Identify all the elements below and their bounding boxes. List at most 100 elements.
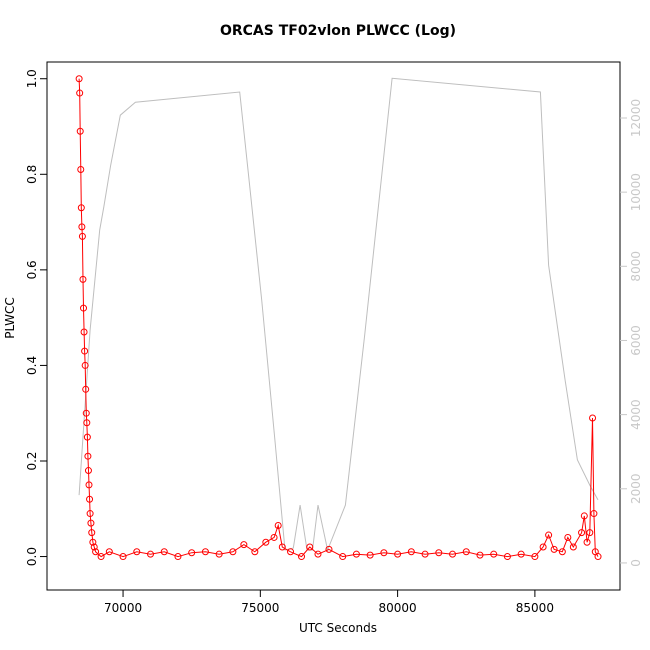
data-point [476, 551, 484, 559]
data-point [287, 548, 295, 556]
data-point [81, 361, 89, 369]
y2-tick-label: 8000 [629, 251, 643, 282]
data-point [569, 543, 577, 551]
y-axis-label: PLWCC [3, 297, 17, 338]
data-point [558, 548, 566, 556]
y-tick-label: 0.8 [25, 165, 39, 184]
data-point [77, 166, 85, 174]
data-point [119, 553, 127, 561]
data-point [421, 550, 429, 558]
data-point [407, 548, 415, 556]
data-point [314, 550, 322, 558]
data-point [80, 304, 88, 312]
data-point [90, 543, 98, 551]
data-point [490, 550, 498, 558]
data-point [86, 495, 94, 503]
data-point [352, 550, 360, 558]
data-point [539, 543, 547, 551]
data-point [215, 550, 223, 558]
data-point [201, 548, 209, 556]
data-point [89, 538, 97, 546]
data-point [86, 510, 94, 518]
data-point [251, 548, 259, 556]
data-point [545, 531, 553, 539]
data-point [82, 385, 90, 393]
data-point [133, 548, 141, 556]
data-point [188, 549, 196, 557]
y-tick-label: 1.0 [25, 69, 39, 88]
y2-tick-label: 0 [629, 559, 643, 567]
data-point [229, 548, 237, 556]
data-point [84, 467, 92, 475]
data-point [274, 521, 282, 529]
x-tick-label: 70000 [104, 601, 142, 615]
data-point [87, 519, 95, 527]
data-point [590, 510, 598, 518]
data-point [503, 553, 511, 561]
plot-box [46, 61, 621, 591]
data-point [75, 75, 83, 83]
y2-tick-label: 10000 [629, 173, 643, 211]
data-point [84, 452, 92, 460]
y-tick-label: 0.0 [25, 547, 39, 566]
data-point [366, 551, 374, 559]
data-point [240, 541, 248, 549]
x-tick-label: 75000 [241, 601, 279, 615]
y2-tick-label: 2000 [629, 474, 643, 505]
y-tick-label: 0.4 [25, 356, 39, 375]
data-point [78, 223, 86, 231]
y2-tick-label: 6000 [629, 325, 643, 356]
data-point [105, 548, 113, 556]
data-point [81, 347, 89, 355]
data-point [83, 433, 91, 441]
data-point [78, 232, 86, 240]
x-tick-label: 80000 [379, 601, 417, 615]
data-point [550, 545, 558, 553]
data-point [462, 548, 470, 556]
y2-tick-label: 12000 [629, 99, 643, 137]
data-point [160, 548, 168, 556]
data-point [298, 553, 306, 561]
data-point [580, 512, 588, 520]
data-point [77, 204, 85, 212]
chart-title: ORCAS TF02vlon PLWCC (Log) [220, 23, 456, 39]
data-point [262, 538, 270, 546]
data-point [174, 553, 182, 561]
data-point [394, 550, 402, 558]
data-point [82, 409, 90, 417]
data-point [80, 328, 88, 336]
data-point [586, 529, 594, 537]
data-point [147, 550, 155, 558]
data-point [531, 553, 539, 561]
data-point [339, 553, 347, 561]
x-axis-label: UTC Seconds [299, 621, 377, 635]
data-point [589, 414, 597, 422]
data-point [517, 550, 525, 558]
data-point [88, 529, 96, 537]
data-point [594, 553, 602, 561]
data-point [76, 127, 84, 135]
data-point [270, 533, 278, 541]
data-point [79, 275, 87, 283]
data-point [583, 538, 591, 546]
y2-tick-label: 4000 [629, 399, 643, 430]
y-tick-label: 0.2 [25, 451, 39, 470]
data-point [306, 543, 314, 551]
x-tick-label: 85000 [516, 601, 554, 615]
data-point [564, 533, 572, 541]
data-point [578, 529, 586, 537]
data-point [380, 549, 388, 557]
data-point [449, 550, 457, 558]
data-point [278, 543, 286, 551]
data-point [97, 553, 105, 561]
data-point [435, 549, 443, 557]
data-point [92, 548, 100, 556]
y-tick-label: 0.6 [25, 260, 39, 279]
series-line [78, 78, 599, 558]
data-point [76, 89, 84, 97]
data-point [85, 481, 93, 489]
series-line [78, 77, 599, 552]
data-point [325, 545, 333, 553]
data-point [83, 419, 91, 427]
